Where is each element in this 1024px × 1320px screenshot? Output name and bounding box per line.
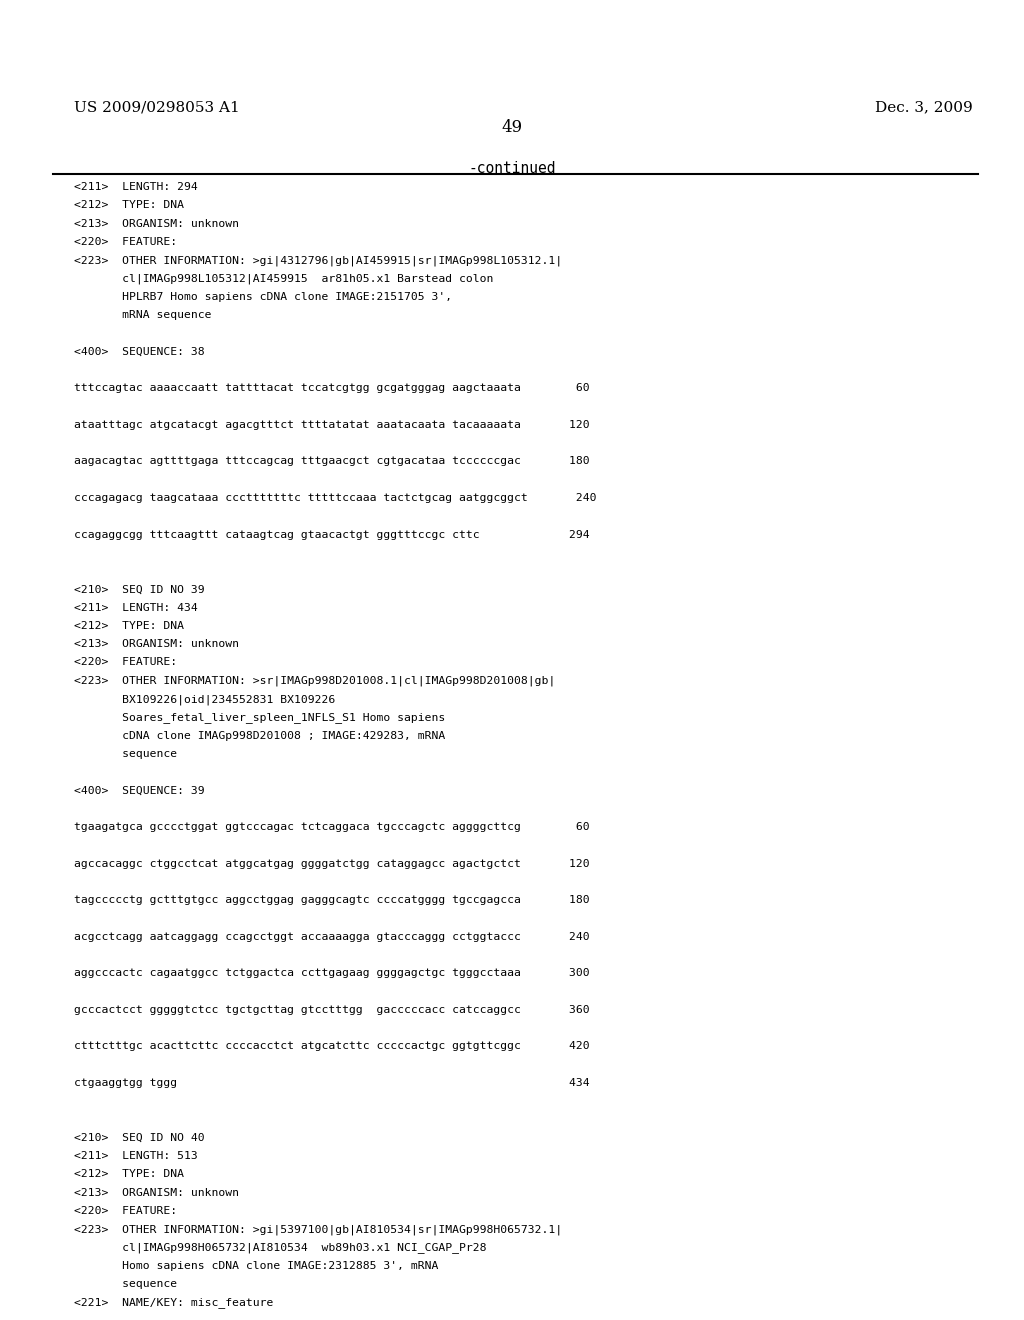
Text: sequence: sequence (74, 1279, 177, 1290)
Text: BX109226|oid|234552831 BX109226: BX109226|oid|234552831 BX109226 (74, 694, 335, 705)
Text: <213>  ORGANISM: unknown: <213> ORGANISM: unknown (74, 1188, 239, 1197)
Text: cl|IMAGp998H065732|AI810534  wb89h03.x1 NCI_CGAP_Pr28: cl|IMAGp998H065732|AI810534 wb89h03.x1 N… (74, 1242, 486, 1254)
Text: Dec. 3, 2009: Dec. 3, 2009 (876, 100, 973, 115)
Text: aagacagtac agttttgaga tttccagcag tttgaacgct cgtgacataa tccccccgac       180: aagacagtac agttttgaga tttccagcag tttgaac… (74, 457, 590, 466)
Text: ccagaggcgg tttcaagttt cataagtcag gtaacactgt gggtttccgc cttc             294: ccagaggcgg tttcaagttt cataagtcag gtaacac… (74, 529, 590, 540)
Text: ataatttagc atgcatacgt agacgtttct ttttatatat aaatacaata tacaaaaata       120: ataatttagc atgcatacgt agacgtttct ttttata… (74, 420, 590, 430)
Text: sequence: sequence (74, 748, 177, 759)
Text: <223>  OTHER INFORMATION: >gi|4312796|gb|AI459915|sr|IMAGp998L105312.1|: <223> OTHER INFORMATION: >gi|4312796|gb|… (74, 255, 562, 265)
Text: <211>  LENGTH: 294: <211> LENGTH: 294 (74, 182, 198, 193)
Text: <400>  SEQUENCE: 39: <400> SEQUENCE: 39 (74, 785, 205, 796)
Text: US 2009/0298053 A1: US 2009/0298053 A1 (74, 100, 240, 115)
Text: <212>  TYPE: DNA: <212> TYPE: DNA (74, 1170, 183, 1179)
Text: <211>  LENGTH: 434: <211> LENGTH: 434 (74, 603, 198, 612)
Text: HPLRB7 Homo sapiens cDNA clone IMAGE:2151705 3',: HPLRB7 Homo sapiens cDNA clone IMAGE:215… (74, 292, 452, 302)
Text: <220>  FEATURE:: <220> FEATURE: (74, 238, 177, 247)
Text: <212>  TYPE: DNA: <212> TYPE: DNA (74, 201, 183, 210)
Text: <213>  ORGANISM: unknown: <213> ORGANISM: unknown (74, 219, 239, 228)
Text: -continued: -continued (468, 161, 556, 176)
Text: cccagagacg taagcataaa ccctttttttc tttttccaaa tactctgcag aatggcggct       240: cccagagacg taagcataaa ccctttttttc tttttc… (74, 492, 596, 503)
Text: ctgaaggtgg tggg                                                         434: ctgaaggtgg tggg 434 (74, 1078, 590, 1088)
Text: tgaagatgca gcccctggat ggtcccagac tctcaggaca tgcccagctc aggggcttcg        60: tgaagatgca gcccctggat ggtcccagac tctcagg… (74, 822, 590, 832)
Text: <220>  FEATURE:: <220> FEATURE: (74, 657, 177, 668)
Text: <212>  TYPE: DNA: <212> TYPE: DNA (74, 620, 183, 631)
Text: ctttctttgc acacttcttc ccccacctct atgcatcttc cccccactgc ggtgttcggc       420: ctttctttgc acacttcttc ccccacctct atgcatc… (74, 1041, 590, 1052)
Text: Homo sapiens cDNA clone IMAGE:2312885 3', mRNA: Homo sapiens cDNA clone IMAGE:2312885 3'… (74, 1261, 438, 1271)
Text: aggcccactc cagaatggcc tctggactca ccttgagaag ggggagctgc tgggcctaaa       300: aggcccactc cagaatggcc tctggactca ccttgag… (74, 969, 590, 978)
Text: <400>  SEQUENCE: 38: <400> SEQUENCE: 38 (74, 347, 205, 356)
Text: <221>  NAME/KEY: misc_feature: <221> NAME/KEY: misc_feature (74, 1298, 273, 1308)
Text: tttccagtac aaaaccaatt tattttacat tccatcgtgg gcgatgggag aagctaaata        60: tttccagtac aaaaccaatt tattttacat tccatcg… (74, 383, 590, 393)
Text: <213>  ORGANISM: unknown: <213> ORGANISM: unknown (74, 639, 239, 649)
Text: <223>  OTHER INFORMATION: >gi|5397100|gb|AI810534|sr|IMAGp998H065732.1|: <223> OTHER INFORMATION: >gi|5397100|gb|… (74, 1224, 562, 1234)
Text: <210>  SEQ ID NO 39: <210> SEQ ID NO 39 (74, 585, 205, 594)
Text: gcccactcct gggggtctcc tgctgcttag gtcctttgg  gacccccacc catccaggcc       360: gcccactcct gggggtctcc tgctgcttag gtccttt… (74, 1005, 590, 1015)
Text: acgcctcagg aatcaggagg ccagcctggt accaaaagga gtacccaggg cctggtaccc       240: acgcctcagg aatcaggagg ccagcctggt accaaaa… (74, 932, 590, 941)
Text: <223>  OTHER INFORMATION: >sr|IMAGp998D201008.1|cl|IMAGp998D201008|gb|: <223> OTHER INFORMATION: >sr|IMAGp998D20… (74, 676, 555, 686)
Text: agccacaggc ctggcctcat atggcatgag ggggatctgg cataggagcc agactgctct       120: agccacaggc ctggcctcat atggcatgag ggggatc… (74, 858, 590, 869)
Text: Soares_fetal_liver_spleen_1NFLS_S1 Homo sapiens: Soares_fetal_liver_spleen_1NFLS_S1 Homo … (74, 713, 445, 723)
Text: cDNA clone IMAGp998D201008 ; IMAGE:429283, mRNA: cDNA clone IMAGp998D201008 ; IMAGE:42928… (74, 731, 445, 741)
Text: <211>  LENGTH: 513: <211> LENGTH: 513 (74, 1151, 198, 1162)
Text: 49: 49 (502, 119, 522, 136)
Text: <210>  SEQ ID NO 40: <210> SEQ ID NO 40 (74, 1133, 205, 1143)
Text: tagccccctg gctttgtgcc aggcctggag gagggcagtc ccccatgggg tgccgagcca       180: tagccccctg gctttgtgcc aggcctggag gagggca… (74, 895, 590, 906)
Text: cl|IMAGp998L105312|AI459915  ar81h05.x1 Barstead colon: cl|IMAGp998L105312|AI459915 ar81h05.x1 B… (74, 273, 494, 284)
Text: <220>  FEATURE:: <220> FEATURE: (74, 1206, 177, 1216)
Text: mRNA sequence: mRNA sequence (74, 310, 211, 321)
